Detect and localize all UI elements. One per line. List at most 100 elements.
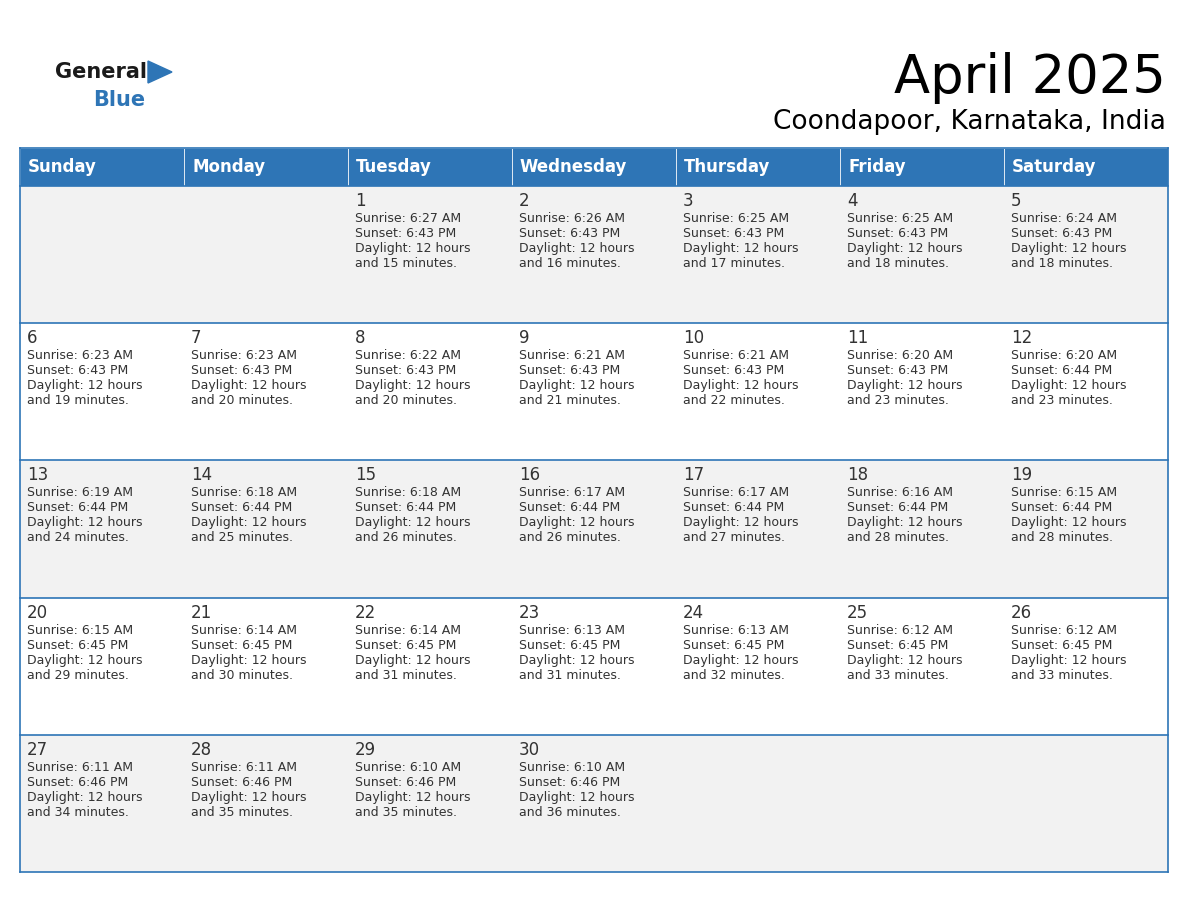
Text: Sunrise: 6:21 AM: Sunrise: 6:21 AM [519, 349, 625, 363]
Text: Sunset: 6:45 PM: Sunset: 6:45 PM [1011, 639, 1112, 652]
Bar [676, 323, 840, 461]
Text: and 20 minutes.: and 20 minutes. [191, 394, 293, 408]
Bar [676, 734, 840, 872]
Text: Sunday: Sunday [29, 158, 97, 176]
Text: 18: 18 [847, 466, 868, 485]
Text: Daylight: 12 hours: Daylight: 12 hours [355, 790, 470, 804]
Bar [348, 186, 512, 323]
Bar [676, 186, 840, 323]
Text: 17: 17 [683, 466, 704, 485]
Text: Sunset: 6:46 PM: Sunset: 6:46 PM [519, 776, 620, 789]
Text: and 34 minutes.: and 34 minutes. [27, 806, 128, 819]
Bar [184, 323, 348, 461]
Text: 30: 30 [519, 741, 541, 759]
Text: Daylight: 12 hours: Daylight: 12 hours [27, 517, 143, 530]
Text: and 35 minutes.: and 35 minutes. [355, 806, 457, 819]
Text: Daylight: 12 hours: Daylight: 12 hours [1011, 517, 1126, 530]
Text: Sunset: 6:45 PM: Sunset: 6:45 PM [191, 639, 292, 652]
Text: Sunrise: 6:11 AM: Sunrise: 6:11 AM [27, 761, 133, 774]
Text: 25: 25 [847, 604, 868, 621]
Text: Sunset: 6:46 PM: Sunset: 6:46 PM [27, 776, 128, 789]
Bar [184, 598, 348, 734]
Text: Sunrise: 6:11 AM: Sunrise: 6:11 AM [191, 761, 297, 774]
Text: Sunset: 6:43 PM: Sunset: 6:43 PM [519, 364, 620, 377]
Text: Sunrise: 6:17 AM: Sunrise: 6:17 AM [519, 487, 625, 499]
Text: 1: 1 [355, 192, 366, 210]
Text: and 30 minutes.: and 30 minutes. [191, 668, 293, 681]
Text: Daylight: 12 hours: Daylight: 12 hours [683, 517, 798, 530]
Text: Daylight: 12 hours: Daylight: 12 hours [355, 379, 470, 392]
Text: Sunrise: 6:23 AM: Sunrise: 6:23 AM [191, 349, 297, 363]
Text: Sunset: 6:45 PM: Sunset: 6:45 PM [683, 639, 784, 652]
Text: Sunrise: 6:24 AM: Sunrise: 6:24 AM [1011, 212, 1117, 225]
Text: 16: 16 [519, 466, 541, 485]
Text: Sunset: 6:44 PM: Sunset: 6:44 PM [683, 501, 784, 514]
Text: 14: 14 [191, 466, 213, 485]
Text: Sunrise: 6:18 AM: Sunrise: 6:18 AM [191, 487, 297, 499]
Bar [840, 186, 1004, 323]
Bar [348, 461, 512, 598]
Text: Sunset: 6:44 PM: Sunset: 6:44 PM [1011, 364, 1112, 377]
Bar [348, 148, 512, 186]
Text: Friday: Friday [848, 158, 905, 176]
Text: Daylight: 12 hours: Daylight: 12 hours [519, 654, 634, 666]
Text: Sunset: 6:43 PM: Sunset: 6:43 PM [355, 227, 456, 240]
Text: and 22 minutes.: and 22 minutes. [683, 394, 785, 408]
Bar [20, 148, 184, 186]
Text: Sunrise: 6:13 AM: Sunrise: 6:13 AM [683, 623, 789, 636]
Text: and 23 minutes.: and 23 minutes. [847, 394, 949, 408]
Text: Sunset: 6:43 PM: Sunset: 6:43 PM [683, 364, 784, 377]
Text: 13: 13 [27, 466, 49, 485]
Text: 20: 20 [27, 604, 49, 621]
Text: Sunrise: 6:10 AM: Sunrise: 6:10 AM [355, 761, 461, 774]
Text: Daylight: 12 hours: Daylight: 12 hours [355, 242, 470, 255]
Text: Daylight: 12 hours: Daylight: 12 hours [355, 654, 470, 666]
Text: Sunset: 6:43 PM: Sunset: 6:43 PM [27, 364, 128, 377]
Text: 29: 29 [355, 741, 377, 759]
Bar [184, 186, 348, 323]
Bar [184, 734, 348, 872]
Text: Sunrise: 6:14 AM: Sunrise: 6:14 AM [355, 623, 461, 636]
Bar [840, 734, 1004, 872]
Text: Sunset: 6:43 PM: Sunset: 6:43 PM [847, 364, 948, 377]
Text: Sunrise: 6:26 AM: Sunrise: 6:26 AM [519, 212, 625, 225]
Text: Sunrise: 6:12 AM: Sunrise: 6:12 AM [1011, 623, 1117, 636]
Text: Sunset: 6:46 PM: Sunset: 6:46 PM [191, 776, 292, 789]
Text: and 19 minutes.: and 19 minutes. [27, 394, 128, 408]
Text: Sunset: 6:45 PM: Sunset: 6:45 PM [27, 639, 128, 652]
Text: Daylight: 12 hours: Daylight: 12 hours [191, 654, 307, 666]
Text: and 25 minutes.: and 25 minutes. [191, 532, 293, 544]
Text: Sunrise: 6:20 AM: Sunrise: 6:20 AM [847, 349, 953, 363]
Text: and 24 minutes.: and 24 minutes. [27, 532, 128, 544]
Bar [840, 461, 1004, 598]
Text: Daylight: 12 hours: Daylight: 12 hours [847, 654, 962, 666]
Bar [1004, 148, 1168, 186]
Text: and 28 minutes.: and 28 minutes. [1011, 532, 1113, 544]
Text: and 18 minutes.: and 18 minutes. [847, 257, 949, 270]
Text: Sunset: 6:44 PM: Sunset: 6:44 PM [519, 501, 620, 514]
Text: Sunrise: 6:22 AM: Sunrise: 6:22 AM [355, 349, 461, 363]
Text: Daylight: 12 hours: Daylight: 12 hours [683, 654, 798, 666]
Text: 11: 11 [847, 330, 868, 347]
Text: 28: 28 [191, 741, 213, 759]
Bar [1004, 461, 1168, 598]
Text: Daylight: 12 hours: Daylight: 12 hours [1011, 654, 1126, 666]
Text: and 31 minutes.: and 31 minutes. [355, 668, 457, 681]
Text: 19: 19 [1011, 466, 1032, 485]
Text: Daylight: 12 hours: Daylight: 12 hours [847, 517, 962, 530]
Text: 8: 8 [355, 330, 366, 347]
Bar [184, 461, 348, 598]
Text: 4: 4 [847, 192, 858, 210]
Text: and 26 minutes.: and 26 minutes. [519, 532, 621, 544]
Text: Daylight: 12 hours: Daylight: 12 hours [683, 242, 798, 255]
Text: Sunrise: 6:27 AM: Sunrise: 6:27 AM [355, 212, 461, 225]
Text: Thursday: Thursday [684, 158, 770, 176]
Text: Sunset: 6:43 PM: Sunset: 6:43 PM [519, 227, 620, 240]
Text: and 16 minutes.: and 16 minutes. [519, 257, 621, 270]
Bar [512, 461, 676, 598]
Bar [1004, 323, 1168, 461]
Text: Sunset: 6:44 PM: Sunset: 6:44 PM [847, 501, 948, 514]
Text: Sunrise: 6:17 AM: Sunrise: 6:17 AM [683, 487, 789, 499]
Text: and 15 minutes.: and 15 minutes. [355, 257, 457, 270]
Text: Daylight: 12 hours: Daylight: 12 hours [1011, 242, 1126, 255]
